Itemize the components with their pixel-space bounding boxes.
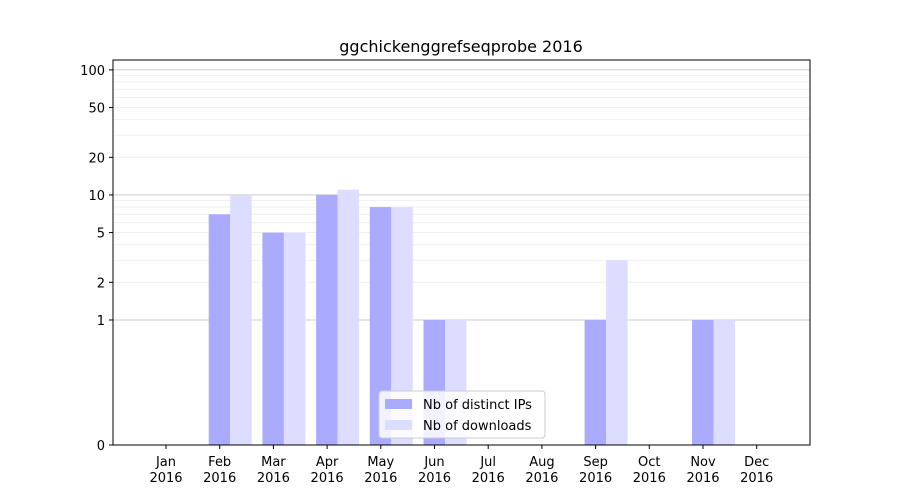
x-tick-label: Jun 2016 bbox=[418, 455, 451, 486]
bar-downloads bbox=[337, 189, 360, 445]
x-tick-label: Oct 2016 bbox=[633, 455, 666, 486]
bar-downloads bbox=[713, 319, 735, 445]
bar-downloads bbox=[606, 260, 628, 445]
bar-downloads bbox=[230, 194, 252, 445]
legend: Nb of distinct IPs Nb of downloads bbox=[378, 390, 546, 439]
x-tick-label: Feb 2016 bbox=[203, 455, 236, 486]
bar-distinct-ips bbox=[584, 319, 607, 445]
y-tick-label: 1 bbox=[97, 314, 105, 329]
x-tick-label: Jul 2016 bbox=[472, 455, 505, 486]
x-tick-label: Jan 2016 bbox=[149, 455, 182, 486]
chart-title: ggchickenggrefseqprobe 2016 bbox=[339, 37, 583, 56]
x-tick-label: May 2016 bbox=[364, 455, 397, 486]
bar-distinct-ips bbox=[692, 319, 714, 445]
legend-label: Nb of distinct IPs bbox=[423, 398, 532, 413]
y-tick-label: 0 bbox=[97, 439, 105, 454]
bar-distinct-ips bbox=[262, 232, 284, 445]
y-tick-label: 5 bbox=[97, 227, 105, 242]
x-tick-label: Dec 2016 bbox=[740, 455, 773, 486]
bar-downloads bbox=[391, 207, 413, 445]
x-axis: Jan 2016 Feb 2016 Mar 2016 Apr 2016 May 2016 Jun 20… bbox=[149, 445, 773, 486]
x-tick-label: Apr 2016 bbox=[311, 455, 344, 486]
y-tick-label: 100 bbox=[80, 64, 105, 79]
x-tick-label: Mar 2016 bbox=[257, 455, 290, 486]
bar-distinct-ips bbox=[369, 207, 392, 445]
y-tick-label: 20 bbox=[88, 151, 105, 166]
legend-box bbox=[378, 390, 546, 439]
x-tick-label: Sep 2016 bbox=[579, 455, 612, 486]
y-tick-label: 2 bbox=[97, 276, 105, 291]
bar-downloads bbox=[283, 232, 306, 445]
y-tick-label: 50 bbox=[88, 102, 105, 117]
plot-frame bbox=[112, 59, 811, 446]
bars bbox=[208, 189, 735, 445]
bar-distinct-ips bbox=[208, 214, 231, 445]
legend-label: Nb of downloads bbox=[423, 419, 532, 434]
x-tick-label: Nov 2016 bbox=[686, 455, 719, 486]
legend-swatch bbox=[385, 420, 412, 430]
y-tick-label: 10 bbox=[88, 189, 105, 204]
legend-swatch bbox=[385, 399, 412, 409]
x-tick-label: Aug 2016 bbox=[525, 455, 558, 486]
y-axis: 0 1 2 5 10 20 50 100 bbox=[80, 64, 113, 454]
bar-distinct-ips bbox=[316, 194, 338, 445]
